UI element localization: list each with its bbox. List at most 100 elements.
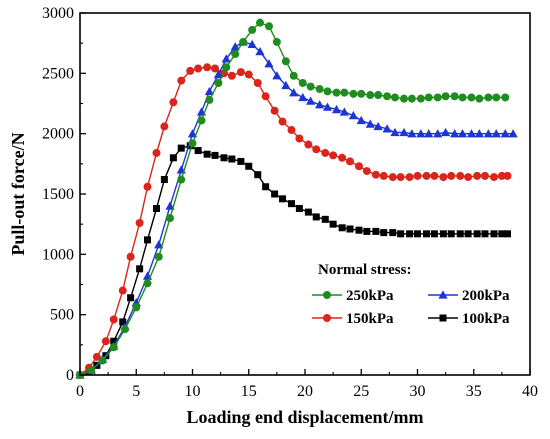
- data-point: [424, 93, 433, 102]
- legend-label: 100kPa: [462, 311, 510, 327]
- data-point: [144, 236, 151, 244]
- data-point: [371, 170, 380, 179]
- data-point: [221, 54, 231, 63]
- data-point: [165, 201, 175, 210]
- ticks-layer: 0 5 10 15 20 25 30 35 40 0 500 1000 1500 2000 2500 3000: [42, 5, 538, 400]
- data-point: [222, 63, 231, 72]
- data-point: [447, 171, 456, 180]
- data-point: [262, 183, 270, 191]
- data-point: [473, 230, 481, 238]
- data-point: [356, 115, 366, 125]
- data-point: [295, 134, 304, 143]
- legend-marker: [439, 314, 447, 322]
- data-point: [422, 171, 431, 180]
- data-point: [349, 89, 358, 98]
- data-point: [355, 162, 363, 171]
- data-point: [492, 93, 501, 102]
- data-point: [186, 66, 195, 75]
- data-point: [143, 279, 152, 288]
- data-point: [490, 230, 498, 238]
- x-axis-title: Loading end displacement/mm: [186, 407, 423, 427]
- data-point: [312, 213, 320, 221]
- data-point: [281, 57, 290, 66]
- x-tick-label: 0: [76, 383, 84, 400]
- data-point: [348, 110, 358, 120]
- data-point: [457, 129, 468, 138]
- data-point: [508, 129, 518, 138]
- data-point: [272, 37, 281, 46]
- data-point: [118, 286, 127, 295]
- y-tick-label: 2000: [42, 126, 74, 143]
- legend-marker: [438, 290, 448, 299]
- data-point: [110, 337, 118, 345]
- data-point: [203, 150, 211, 158]
- data-point: [306, 96, 316, 105]
- y-tick-label: 2500: [42, 65, 74, 82]
- legend-item-100kPa: 100kPa: [428, 311, 510, 327]
- data-point: [483, 129, 493, 138]
- data-point: [467, 93, 476, 102]
- series-150kPa: [76, 63, 512, 379]
- data-point: [265, 22, 273, 31]
- data-point: [289, 71, 298, 80]
- data-point: [484, 93, 493, 102]
- data-point: [270, 106, 279, 115]
- data-point: [213, 69, 223, 79]
- data-point: [497, 171, 506, 180]
- data-point: [160, 122, 169, 131]
- data-point: [464, 173, 473, 182]
- data-point: [433, 129, 443, 138]
- data-point: [298, 78, 307, 87]
- data-point: [357, 89, 366, 98]
- data-point: [450, 129, 460, 138]
- legend-title: Normal stress:: [318, 262, 411, 278]
- data-point: [188, 139, 197, 148]
- data-point: [405, 173, 414, 182]
- data-point: [321, 215, 329, 223]
- data-point: [169, 154, 177, 162]
- data-point: [177, 76, 186, 85]
- x-tick-label: 20: [297, 383, 313, 400]
- data-point: [458, 93, 467, 102]
- legend-item-200kPa: 200kPa: [428, 288, 510, 304]
- data-point: [388, 173, 397, 182]
- data-point: [416, 129, 426, 138]
- data-point: [363, 227, 371, 235]
- data-point: [424, 129, 434, 138]
- data-point: [281, 80, 291, 90]
- data-point: [288, 200, 295, 208]
- data-point: [498, 230, 506, 238]
- data-point: [439, 173, 448, 182]
- data-point: [98, 356, 107, 365]
- data-point: [365, 119, 375, 128]
- data-point: [194, 64, 203, 73]
- data-point: [481, 171, 489, 180]
- data-point: [423, 230, 430, 238]
- data-point: [237, 157, 245, 165]
- data-point: [271, 190, 279, 198]
- data-point: [272, 71, 282, 80]
- legend-label: 200kPa: [462, 288, 510, 304]
- x-tick-label: 10: [185, 383, 201, 400]
- data-point: [169, 98, 178, 107]
- data-point: [295, 204, 303, 212]
- data-point: [433, 93, 442, 102]
- data-point: [501, 93, 510, 102]
- data-point: [366, 91, 375, 100]
- x-tick-label: 15: [241, 383, 257, 400]
- data-point: [245, 162, 253, 170]
- data-point: [132, 303, 141, 312]
- data-point: [239, 37, 248, 46]
- data-point: [278, 117, 287, 126]
- data-point: [466, 129, 477, 138]
- data-point: [439, 230, 447, 238]
- data-point: [304, 140, 313, 149]
- data-point: [227, 71, 236, 80]
- data-point: [491, 129, 501, 138]
- data-point: [416, 94, 425, 103]
- data-point: [413, 171, 422, 180]
- data-point: [481, 230, 489, 238]
- data-point: [391, 93, 399, 102]
- x-tick-label: 25: [353, 383, 369, 400]
